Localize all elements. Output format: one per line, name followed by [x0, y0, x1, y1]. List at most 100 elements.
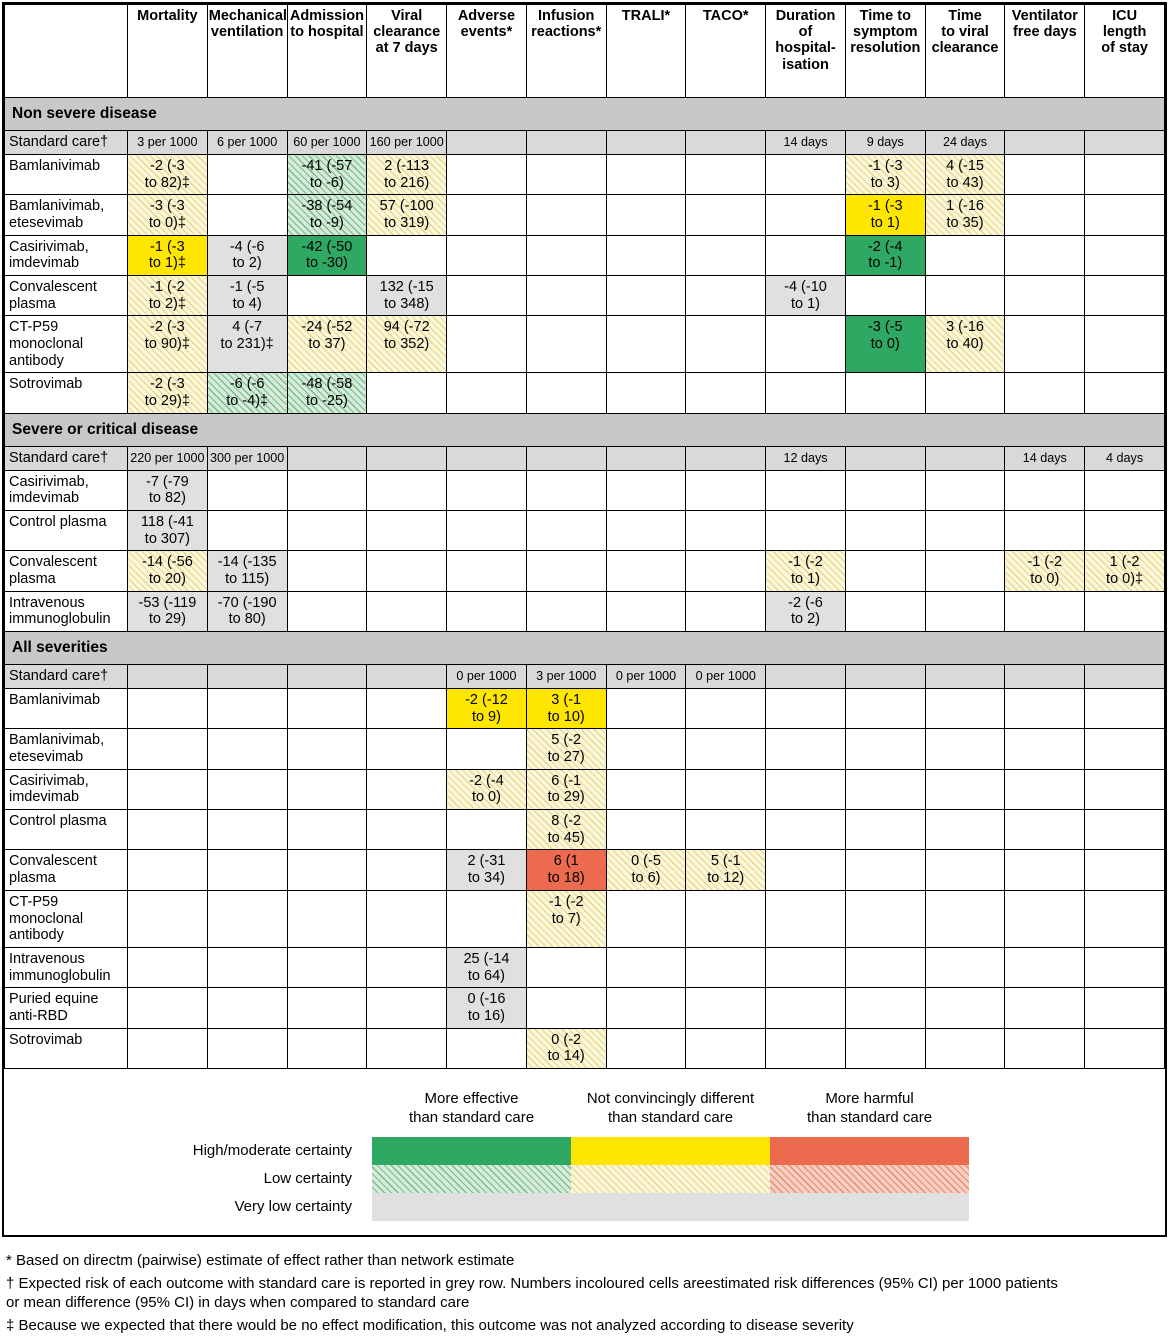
- empty-cell: [366, 688, 448, 730]
- empty-cell: [206, 153, 288, 196]
- empty-cell: [127, 849, 208, 891]
- empty-cell: [844, 275, 926, 317]
- row-label: Bamlanivimab: [4, 153, 128, 196]
- legend-row-label-high-moderate: High/moderate certainty: [192, 1142, 352, 1160]
- result-cell: 12 days: [765, 445, 846, 471]
- empty-cell: [1084, 510, 1165, 552]
- empty-cell: [765, 1027, 846, 1069]
- empty-cell: [525, 194, 607, 236]
- table-row: Convalescent plasma -14 (-56 to 20) -14 (-…: [4, 550, 1165, 592]
- empty-cell: [286, 849, 368, 891]
- empty-cell: [286, 275, 368, 317]
- column-header: Time to viral clearance: [924, 4, 1006, 98]
- empty-cell: [206, 809, 288, 851]
- empty-cell: [366, 234, 448, 277]
- empty-cell: [605, 445, 687, 471]
- empty-cell: [844, 445, 926, 471]
- result-cell: -1 (-2 to 2)‡: [127, 275, 208, 317]
- empty-cell: [605, 372, 687, 414]
- empty-cell: [605, 510, 687, 552]
- empty-cell: [685, 315, 767, 374]
- empty-cell: [1004, 315, 1086, 374]
- empty-cell: [605, 275, 687, 317]
- empty-cell: [127, 987, 208, 1029]
- empty-cell: [685, 153, 767, 196]
- empty-cell: [525, 510, 607, 552]
- empty-cell: [844, 849, 926, 891]
- empty-cell: [286, 809, 368, 851]
- empty-cell: [366, 510, 448, 552]
- column-header: Time to symptom resolution: [844, 4, 926, 98]
- result-cell: 0 per 1000: [605, 664, 687, 690]
- empty-cell: [366, 469, 448, 512]
- empty-cell: [446, 809, 527, 851]
- empty-cell: [1084, 809, 1165, 851]
- empty-cell: [286, 550, 368, 592]
- empty-cell: [1004, 809, 1086, 851]
- empty-cell: [525, 550, 607, 592]
- legend-row-label-low: Low certainty: [263, 1170, 352, 1188]
- empty-cell: [605, 469, 687, 512]
- empty-cell: [286, 1027, 368, 1069]
- legend-swatch-grey: [372, 1192, 969, 1221]
- table-row: Bamlanivimab, etesevimab -3 (-3 to 0)‡ -38…: [4, 194, 1165, 236]
- empty-cell: [1084, 315, 1165, 374]
- empty-cell: [1004, 664, 1086, 690]
- empty-cell: [286, 728, 368, 770]
- column-header: Ventilator free days: [1004, 4, 1086, 98]
- empty-cell: [924, 234, 1006, 277]
- result-cell: 3 (-1 to 10): [525, 688, 607, 730]
- empty-cell: [127, 768, 208, 811]
- empty-cell: [446, 889, 527, 948]
- empty-cell: [366, 849, 448, 891]
- result-cell: 8 (-2 to 45): [525, 809, 607, 851]
- empty-cell: [605, 688, 687, 730]
- empty-cell: [924, 728, 1006, 770]
- empty-cell: [1084, 590, 1165, 633]
- empty-cell: [765, 372, 846, 414]
- column-header: Viral clearance at 7 days: [366, 4, 448, 98]
- legend-header-more-effective: More effective than standard care: [408, 1089, 535, 1127]
- legend-swatch-red-hatched: [770, 1164, 969, 1193]
- result-cell: -14 (-56 to 20): [127, 550, 208, 592]
- empty-cell: [1084, 688, 1165, 730]
- empty-cell: [206, 849, 288, 891]
- empty-cell: [844, 469, 926, 512]
- result-cell: -42 (-50 to -30): [286, 234, 368, 277]
- empty-cell: [924, 768, 1006, 811]
- empty-cell: [685, 445, 767, 471]
- table-row: Puried equine anti-RBD 0 (-16 to 16): [4, 987, 1165, 1029]
- legend-swatch-red-solid: [770, 1136, 969, 1165]
- empty-cell: [525, 275, 607, 317]
- empty-cell: [1004, 469, 1086, 512]
- empty-cell: [685, 550, 767, 592]
- result-cell: -4 (-10 to 1): [765, 275, 846, 317]
- row-label: Control plasma: [4, 809, 128, 851]
- summary-of-findings-figure: Mortality Mechanical ventilation Admission…: [2, 2, 1167, 1237]
- empty-cell: [206, 987, 288, 1029]
- empty-cell: [1004, 510, 1086, 552]
- result-cell: 14 days: [1004, 445, 1086, 471]
- empty-cell: [1004, 372, 1086, 414]
- empty-cell: [844, 946, 926, 989]
- empty-cell: [685, 275, 767, 317]
- result-cell: 0 per 1000: [446, 664, 527, 690]
- empty-cell: [366, 372, 448, 414]
- empty-cell: [924, 372, 1006, 414]
- legend-spacer: [4, 1089, 372, 1137]
- row-label: Convalescent plasma: [4, 275, 128, 317]
- empty-cell: [605, 153, 687, 196]
- empty-cell: [1084, 728, 1165, 770]
- empty-cell: [1084, 946, 1165, 989]
- empty-cell: [605, 728, 687, 770]
- result-cell: -3 (-3 to 0)‡: [127, 194, 208, 236]
- result-cell: 60 per 1000: [286, 130, 368, 155]
- table-row: Convalescent plasma -1 (-2 to 2)‡ -1 (-5 t…: [4, 275, 1165, 317]
- empty-cell: [206, 946, 288, 989]
- empty-cell: [127, 1027, 208, 1069]
- empty-cell: [605, 315, 687, 374]
- section-header: Severe or critical disease: [4, 412, 1165, 447]
- result-cell: -6 (-6 to -4)‡: [206, 372, 288, 414]
- column-header: Duration of hospital- isation: [765, 4, 846, 98]
- row-label: Casirivimab, imdevimab: [4, 469, 128, 512]
